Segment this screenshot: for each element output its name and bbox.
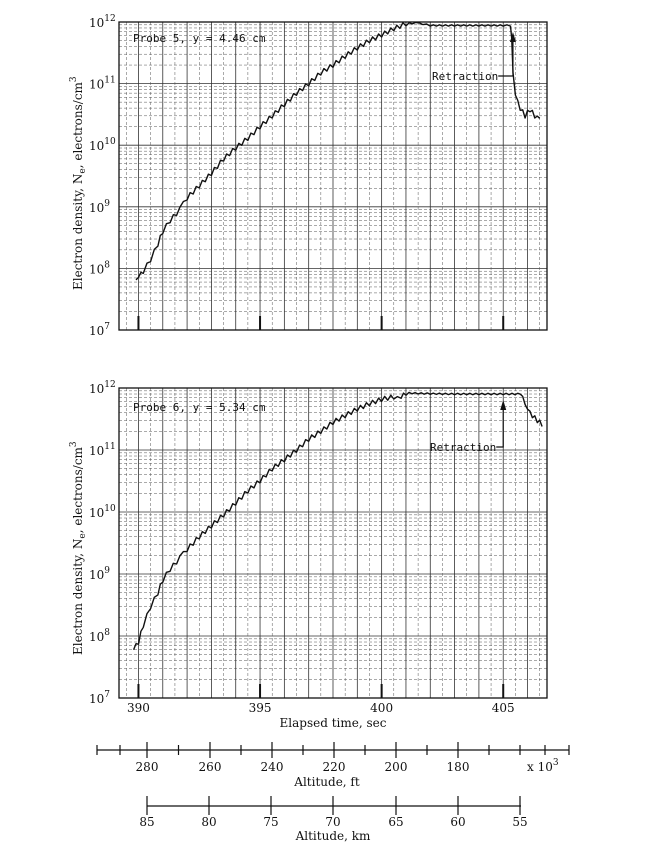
altitude-ft-tick-label: 180 — [447, 760, 470, 774]
y-tick-label: 108 — [89, 260, 110, 276]
y-tick-label: 1011 — [89, 76, 116, 92]
y-tick-labels: 107 108 109 1010 1011 1012 — [89, 380, 116, 706]
altitude-km-tick-label: 60 — [450, 815, 465, 829]
time-axis-tick-labels: 390 395 400 405 — [127, 701, 515, 715]
time-tick-label: 400 — [370, 701, 393, 715]
retraction-label: Retraction — [430, 441, 496, 454]
y-tick-label: 1010 — [89, 137, 116, 153]
y-axis-label: Electron density, Ne, electrons/cm3 — [69, 441, 88, 655]
altitude-km-axis: 85 80 75 70 65 60 55 Altitude, km — [139, 796, 528, 843]
y-tick-label: 108 — [89, 628, 110, 644]
altitude-km-tick-label: 85 — [139, 815, 154, 829]
altitude-ft-tick-label: 260 — [199, 760, 222, 774]
altitude-ft-tick-label: 280 — [136, 760, 159, 774]
altitude-km-tick-label: 75 — [263, 815, 278, 829]
series-line-probe-6 — [132, 391, 543, 651]
time-axis-label: Elapsed time, sec — [280, 716, 387, 730]
y-tick-labels: 107 108 109 1010 1011 1012 — [89, 14, 116, 338]
grid — [119, 22, 547, 331]
altitude-km-tick-label: 55 — [512, 815, 527, 829]
annotation-probe-5: Probe 5, y = 4.46 cm — [133, 32, 266, 45]
retraction-arrow — [509, 32, 516, 42]
time-tick-label: 395 — [249, 701, 272, 715]
altitude-ft-multiplier: x 103 — [527, 758, 559, 774]
altitude-ft-tick-label: 240 — [261, 760, 284, 774]
altitude-km-tick-label: 80 — [201, 815, 216, 829]
plot-frame — [118, 21, 548, 331]
altitude-km-tick-label: 65 — [388, 815, 403, 829]
altitude-ft-axis: 280 260 240 220 200 180 x 103 Altitude, ft — [96, 742, 570, 789]
y-tick-label: 109 — [89, 566, 110, 582]
x-tick-marks — [137, 316, 505, 330]
retraction-leader-line — [498, 40, 514, 77]
y-axis-label: Electron density, Ne, electrons/cm3 — [69, 76, 88, 290]
y-tick-label: 109 — [89, 199, 110, 215]
time-tick-label: 390 — [127, 701, 150, 715]
retraction-label: Retraction — [432, 70, 498, 83]
altitude-ft-tick-label: 200 — [385, 760, 408, 774]
altitude-km-tick-label: 70 — [325, 815, 340, 829]
time-tick-label: 405 — [492, 701, 515, 715]
y-tick-label: 107 — [89, 322, 110, 338]
grid — [119, 388, 547, 699]
y-tick-label: 1012 — [89, 380, 116, 396]
altitude-ft-label: Altitude, ft — [293, 775, 360, 789]
altitude-ft-tick-label: 220 — [323, 760, 346, 774]
x-tick-marks — [137, 684, 505, 698]
chart-panel-probe-6: 107 108 109 1010 1011 1012 Probe 6, y = 5.34 … — [69, 380, 548, 706]
y-tick-label: 1010 — [89, 504, 116, 520]
y-tick-label: 107 — [89, 690, 110, 706]
annotation-probe-6: Probe 6, y = 5.34 cm — [133, 401, 266, 414]
altitude-km-label: Altitude, km — [295, 829, 371, 843]
chart-panel-probe-5: 107 108 109 1010 1011 1012 Probe 5, y = 4.46 … — [69, 14, 548, 338]
retraction-arrow — [500, 400, 507, 410]
plot-frame — [118, 387, 548, 699]
retraction-leader-line — [496, 408, 504, 448]
y-tick-label: 1011 — [89, 442, 116, 458]
series-line-probe-5 — [135, 21, 541, 281]
y-tick-label: 1012 — [89, 14, 116, 30]
